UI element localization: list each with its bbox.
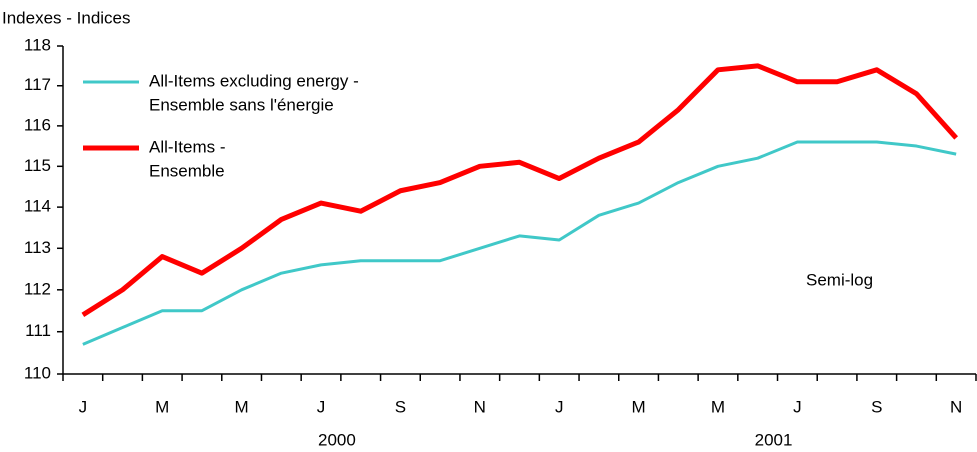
- legend-label: All-Items excluding energy -: [149, 71, 359, 90]
- legend-label: Ensemble sans l'énergie: [149, 95, 334, 114]
- x-tick-label: S: [395, 397, 406, 416]
- x-tick-label: S: [871, 397, 882, 416]
- y-tick-label: 113: [24, 238, 51, 257]
- x-tick-label: M: [155, 397, 169, 416]
- x-tick-label: M: [711, 397, 725, 416]
- y-tick-label: 111: [25, 321, 51, 340]
- legend-label: Ensemble: [149, 161, 225, 180]
- series-line: [82, 140, 957, 346]
- y-tick-label: 112: [24, 279, 51, 298]
- x-tick-label: J: [555, 397, 564, 416]
- series-line: [81, 63, 959, 318]
- x-tick-label: J: [79, 397, 88, 416]
- x-tick-label: J: [317, 397, 326, 416]
- y-tick-label: 117: [24, 75, 51, 94]
- x-tick-label: J: [793, 397, 802, 416]
- legend-label: All-Items -: [149, 137, 226, 156]
- year-label: 2000: [318, 430, 356, 449]
- x-tick-label: M: [632, 397, 646, 416]
- y-tick-label: 110: [24, 363, 51, 382]
- y-tick-label: 116: [24, 115, 51, 134]
- y-tick-label: 115: [24, 156, 51, 175]
- y-tick-label: 114: [24, 197, 51, 216]
- annotation: Semi-log: [806, 270, 873, 289]
- year-label: 2001: [755, 430, 793, 449]
- y-axis-label: Indexes - Indices: [2, 8, 131, 27]
- x-tick-label: M: [235, 397, 249, 416]
- y-tick-label: 118: [24, 35, 51, 54]
- x-tick-label: N: [474, 397, 486, 416]
- x-tick-label: N: [950, 397, 962, 416]
